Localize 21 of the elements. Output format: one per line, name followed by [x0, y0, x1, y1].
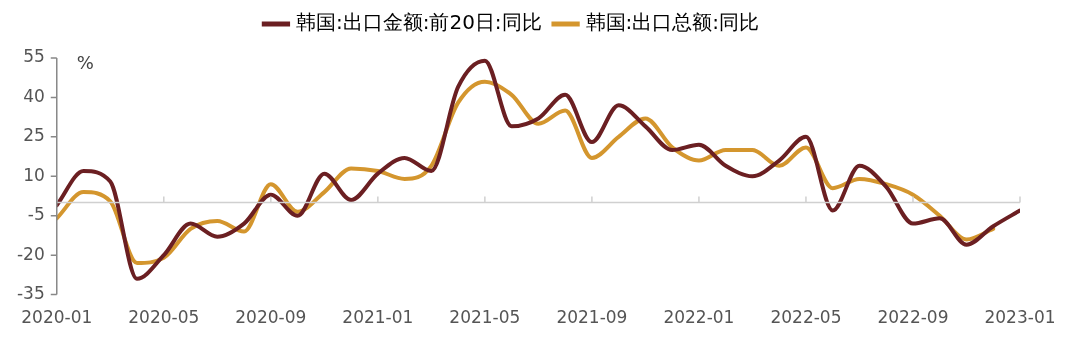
x-tick-label: 2020-09 [235, 307, 307, 328]
legend-label: 韩国:出口金额:前20日:同比 [295, 10, 542, 35]
x-tick-label: 2021-09 [556, 307, 628, 328]
x-tick-label: 2022-09 [877, 307, 949, 328]
legend-label: 韩国:出口总额:同比 [585, 10, 760, 35]
x-tick-label: 2022-01 [663, 307, 735, 328]
x-tick-label: 2021-05 [449, 307, 521, 328]
line-series [56, 58, 1020, 281]
x-tick-label: 2020-05 [128, 307, 200, 328]
y-tick-label: 40 [23, 85, 45, 106]
y-tick-label: 55 [23, 46, 45, 67]
y-tick-label: 10 [23, 164, 45, 185]
x-tick-label: 2023-01 [984, 307, 1056, 328]
y-tick-label: -20 [16, 243, 45, 264]
y-tick-label: -5 [27, 204, 45, 225]
x-tick-label: 2022-05 [770, 307, 842, 328]
y-tick-label: -35 [16, 283, 45, 304]
x-tick-label: 2021-01 [342, 307, 414, 328]
y-tick-label: 25 [23, 125, 45, 146]
x-tick-label: 2020-01 [21, 307, 93, 328]
y-axis-title: % [76, 51, 94, 73]
